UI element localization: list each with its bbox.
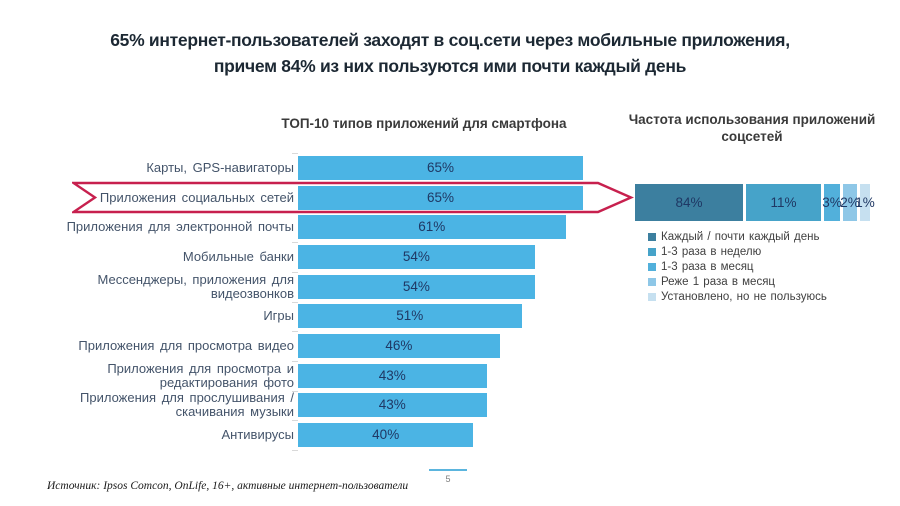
- table-row: Антивирусы 40%: [14, 420, 604, 450]
- bar-value-label: 61%: [418, 219, 446, 235]
- axis-tick: [292, 153, 298, 154]
- slide-title-line2: причем 84% из них пользуются ими почти к…: [213, 56, 687, 77]
- bar: 54%: [298, 244, 535, 269]
- bar-value-label: 65%: [426, 159, 455, 175]
- bar: 43%: [298, 393, 487, 418]
- axis-tick: [292, 390, 298, 392]
- axis-tick: [292, 301, 298, 303]
- source-note: Источник: Ipsos Comcon, OnLife, 16+, акт…: [47, 480, 409, 492]
- category-label: Приложения для просмотра видео: [78, 338, 294, 354]
- bar-value-label: 54%: [402, 278, 430, 294]
- segment-value-label: 3%: [822, 195, 842, 210]
- table-row: Приложения для прослушивания / скачивани…: [14, 391, 604, 421]
- axis-tick: [292, 271, 298, 273]
- table-row: Карты, GPS-навигаторы 65%: [14, 153, 604, 183]
- bar-track: 54%: [298, 274, 604, 299]
- stacked-segment: 2%: [840, 184, 860, 221]
- legend-label: Установлено, но не пользуюсь: [661, 291, 827, 303]
- table-row: Мобильные банки 54%: [14, 242, 604, 272]
- segment-value-label: 2%: [840, 195, 860, 210]
- legend-item: 1-3 раза в неделю: [648, 245, 827, 260]
- slide-title: 65% интернет-пользователей заходят в соц…: [0, 27, 900, 80]
- legend-marker: [648, 293, 656, 301]
- segment-value-label: 84%: [675, 195, 703, 210]
- bar: 61%: [298, 215, 566, 240]
- bar-track: 40%: [298, 423, 604, 448]
- bar-track: 46%: [298, 334, 604, 359]
- bar-value-label: 46%: [385, 338, 413, 354]
- category-label: Карты, GPS-навигаторы: [146, 159, 294, 175]
- segment-value-label: 1%: [855, 195, 875, 210]
- legend-marker: [648, 278, 656, 286]
- category-label: Приложения для просмотра и редактировани…: [107, 360, 294, 390]
- legend-item: 1-3 раза в месяц: [648, 260, 827, 275]
- axis-tick: [292, 212, 298, 214]
- table-row: Игры 51%: [14, 302, 604, 332]
- bar-value-label: 54%: [402, 248, 430, 264]
- category-label: Мобильные банки: [182, 248, 294, 264]
- table-row: Приложения для электронной почты 61%: [14, 212, 604, 242]
- category-label: Приложения для прослушивания / скачивани…: [80, 390, 294, 420]
- bar-track: 43%: [298, 363, 604, 388]
- slide-title-line1: 65% интернет-пользователей заходят в соц…: [110, 30, 790, 50]
- stacked-segment: 3%: [822, 184, 842, 221]
- bar-track: 51%: [298, 304, 604, 329]
- axis-tick: [292, 242, 298, 244]
- category-label: Приложения социальных сетей: [99, 189, 294, 205]
- table-row: Приложения для просмотра и редактировани…: [14, 361, 604, 391]
- axis-tick: [292, 182, 298, 184]
- legend-item: Каждый / почти каждый день: [648, 230, 827, 245]
- legend-label: Каждый / почти каждый день: [661, 231, 820, 243]
- legend-marker: [648, 248, 656, 256]
- bar-value-label: 65%: [426, 189, 455, 205]
- category-label: Приложения для электронной почты: [66, 219, 294, 235]
- table-row: Приложения социальных сетей 65%: [14, 183, 604, 213]
- bar-value-label: 40%: [372, 427, 400, 443]
- bar-value-label: 43%: [378, 367, 406, 383]
- legend-item: Реже 1 раза в месяц: [648, 275, 827, 290]
- stacked-segment: 11%: [746, 184, 821, 221]
- frequency-stacked-bar: 84% 11% 3% 2% 1%: [635, 184, 875, 221]
- bar-track: 65%: [298, 155, 604, 180]
- bar-value-label: 51%: [396, 308, 424, 324]
- stacked-segment: 1%: [855, 184, 875, 221]
- legend-label: 1-3 раза в месяц: [661, 261, 754, 273]
- bar: 51%: [298, 304, 522, 329]
- bar-track: 65%: [298, 185, 604, 210]
- legend-marker: [648, 263, 656, 271]
- stacked-segment: 84%: [635, 184, 743, 221]
- bar: 46%: [298, 334, 500, 359]
- legend-label: 1-3 раза в неделю: [661, 246, 762, 258]
- bar: 54%: [298, 274, 535, 299]
- axis-tick: [292, 331, 298, 333]
- page-number: 5: [445, 474, 451, 484]
- segment-value-label: 11%: [770, 195, 797, 210]
- category-label: Мессенджеры, приложения для видеозвонков: [97, 271, 295, 301]
- bar-track: 61%: [298, 215, 604, 240]
- frequency-legend: Каждый / почти каждый день 1-3 раза в нед…: [648, 230, 827, 305]
- bar: 43%: [298, 363, 487, 388]
- legend-label: Реже 1 раза в месяц: [661, 276, 776, 288]
- bar-track: 43%: [298, 393, 604, 418]
- category-label: Игры: [263, 308, 294, 324]
- axis-tick: [292, 420, 298, 422]
- axis-tick: [292, 360, 298, 362]
- top10-bar-chart: Карты, GPS-навигаторы 65% Приложения социа…: [14, 153, 604, 451]
- bar: 65%: [298, 155, 583, 180]
- top10-chart-title: ТОП-10 типов приложений для смартфона: [281, 116, 567, 131]
- bar: 65%: [298, 185, 583, 210]
- bar-value-label: 43%: [378, 397, 406, 413]
- category-label: Антивирусы: [221, 427, 294, 443]
- table-row: Приложения для просмотра видео 46%: [14, 331, 604, 361]
- frequency-chart-title: Частота использования приложений соцсете…: [628, 112, 876, 144]
- legend-item: Установлено, но не пользуюсь: [648, 290, 827, 305]
- bar-track: 54%: [298, 244, 604, 269]
- table-row: Мессенджеры, приложения для видеозвонков…: [14, 272, 604, 302]
- bar: 40%: [298, 423, 474, 448]
- legend-marker: [648, 233, 656, 241]
- footer-divider: [429, 469, 467, 471]
- axis-tick: [292, 450, 298, 451]
